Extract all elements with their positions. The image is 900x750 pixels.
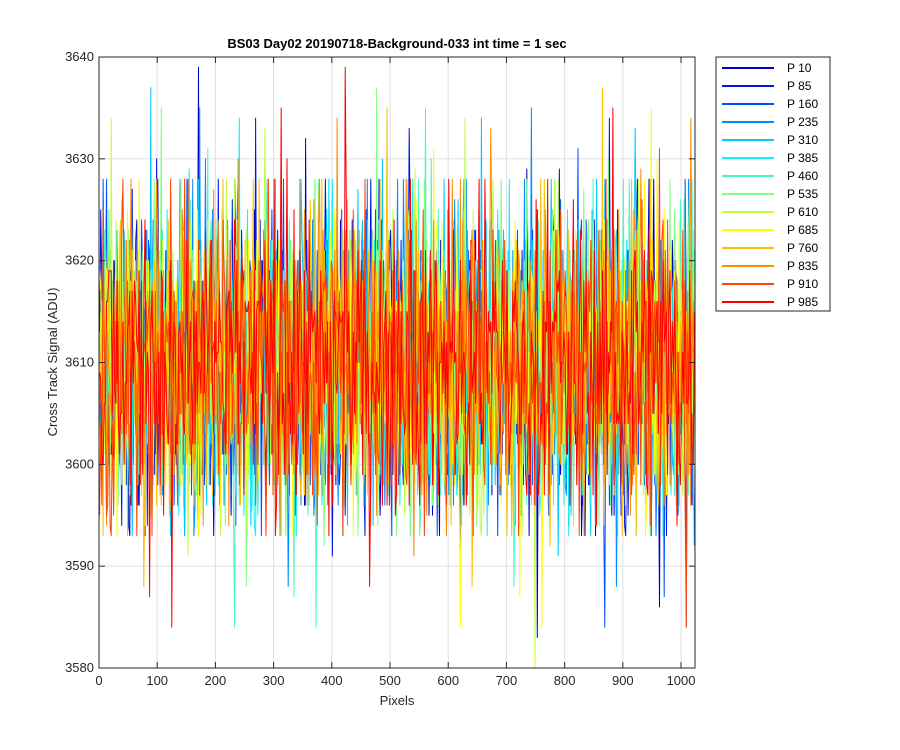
- series-lines: [99, 66, 695, 669]
- legend-label: P 310: [787, 133, 818, 147]
- legend: P 10 P 85 P 160 P 235 P 310 P 385 P 460 P 535 P …: [715, 56, 831, 312]
- y-tick-label: 3610: [65, 355, 94, 370]
- legend-label: P 160: [787, 97, 818, 111]
- x-tick-label: 900: [612, 673, 634, 688]
- legend-label: P 835: [787, 259, 818, 273]
- legend-label: P 10: [787, 61, 812, 75]
- x-tick-label: 700: [496, 673, 518, 688]
- x-tick-label: 800: [554, 673, 576, 688]
- legend-label: P 985: [787, 295, 818, 309]
- legend-label: P 460: [787, 169, 818, 183]
- legend-label: P 85: [787, 79, 812, 93]
- x-axis-label: Pixels: [380, 693, 415, 708]
- legend-label: P 685: [787, 223, 818, 237]
- legend-label: P 385: [787, 151, 818, 165]
- x-tick-label: 500: [379, 673, 401, 688]
- y-tick-label: 3630: [65, 151, 94, 166]
- chart-title: BS03 Day02 20190718-Background-033 int t…: [227, 36, 566, 51]
- x-tick-label: 100: [146, 673, 168, 688]
- y-tick-label: 3620: [65, 253, 94, 268]
- y-tick-label: 3640: [65, 49, 94, 64]
- x-tick-label: 200: [205, 673, 227, 688]
- x-tick-label: 300: [263, 673, 285, 688]
- legend-label: P 610: [787, 205, 818, 219]
- y-axis-label: Cross Track Signal (ADU): [45, 288, 60, 437]
- legend-box: [715, 56, 831, 312]
- x-tick-label: 600: [437, 673, 459, 688]
- series-line-p-910: [99, 148, 695, 628]
- y-tick-label: 3590: [65, 558, 94, 573]
- legend-label: P 760: [787, 241, 818, 255]
- y-tick-label: 3600: [65, 456, 94, 471]
- legend-label: P 535: [787, 187, 818, 201]
- x-tick-label: 1000: [667, 673, 696, 688]
- series-line-p-985: [99, 66, 695, 628]
- y-tick-label: 3580: [65, 660, 94, 675]
- axis-ticks: 0 100 200 300 400 500 600 700 800 900 1000 3580 3590…: [65, 49, 695, 688]
- x-tick-label: 0: [95, 673, 102, 688]
- legend-label: P 235: [787, 115, 818, 129]
- legend-label: P 910: [787, 277, 818, 291]
- x-tick-label: 400: [321, 673, 343, 688]
